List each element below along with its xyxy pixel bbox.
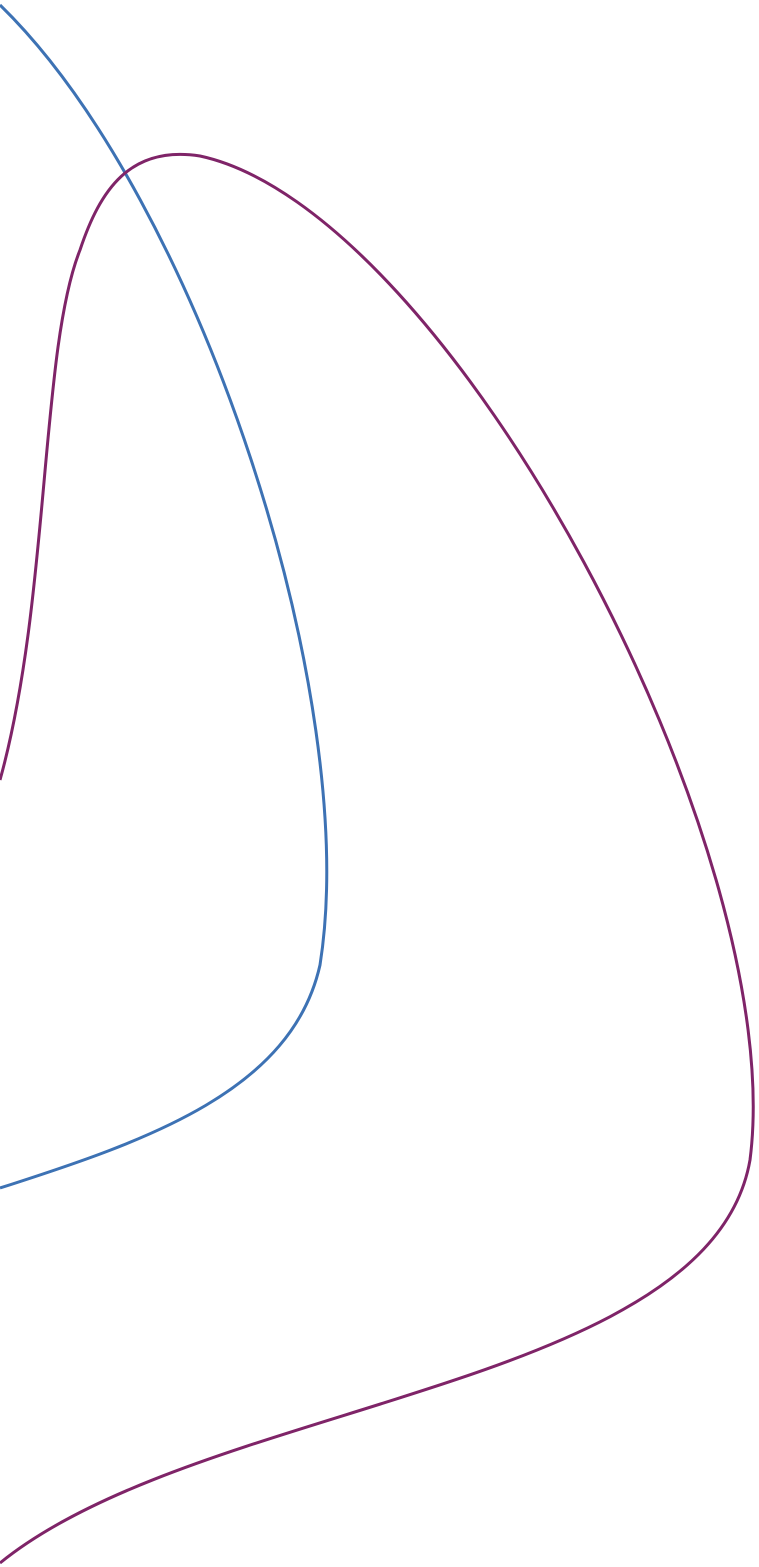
blue-curve <box>0 3 329 1190</box>
purple-curve <box>0 152 755 1565</box>
